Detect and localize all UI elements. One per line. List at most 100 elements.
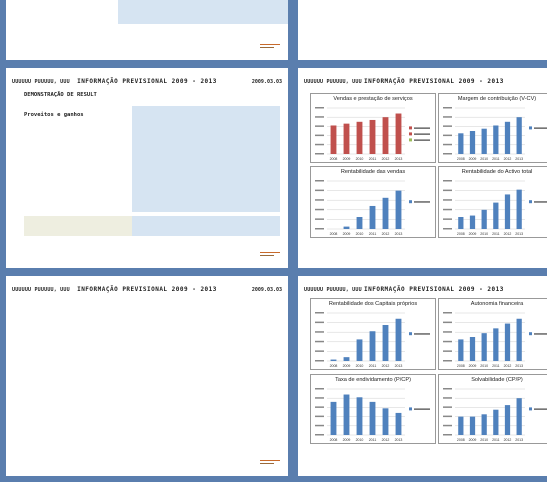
chart-plot: 2008 2009 2010 2011 2012 2013 — [315, 180, 430, 236]
bar — [330, 359, 337, 361]
legend-label — [414, 139, 430, 141]
chart-margem: Margem de contribuição (V-CV) 2008 2009 201… — [438, 93, 547, 163]
legend-swatch — [409, 132, 412, 136]
chart-title: Rentabilidade do Activo total — [461, 169, 533, 175]
bar — [395, 412, 402, 435]
page-thumbnail-1[interactable] — [6, 0, 288, 60]
tick-label — [443, 180, 452, 182]
bar — [330, 401, 337, 435]
category-label: 2012 — [382, 364, 390, 368]
bar — [493, 409, 499, 435]
chart-title: Margem de contribuição (V-CV) — [457, 96, 537, 102]
bar — [395, 113, 402, 154]
page-header: UUUUUU PUUUUU, UUU INFORMAÇÃO PREVISIONA… — [12, 78, 282, 88]
page-title: INFORMAÇÃO PREVISIONAL 2009 - 2013 — [77, 286, 217, 293]
tick-label — [443, 218, 452, 220]
bar — [382, 408, 389, 435]
category-label: 2012 — [504, 364, 512, 368]
category-label: 2010 — [356, 364, 364, 368]
bar — [458, 416, 464, 435]
section-title: DEMONSTRAÇÃO DE RESULT — [24, 92, 97, 98]
page-thumbnail-4[interactable]: UUUUUU PUUUUU, UUU INFORMAÇÃO PREVISIONA… — [298, 68, 547, 268]
bar — [343, 357, 350, 361]
page-thumbnail-5[interactable]: UUUUUU PUUUUU, UUU INFORMAÇÃO PREVISIONA… — [6, 276, 288, 476]
chart-title: Vendas e prestação de serviços — [333, 96, 413, 102]
legend-label — [414, 333, 430, 335]
bar — [469, 416, 476, 435]
category-label: 2013 — [395, 364, 403, 368]
category-label: 2008 — [330, 438, 338, 442]
legend-swatch — [409, 138, 412, 142]
page-date: 2009.03.03 — [251, 79, 282, 85]
bar — [343, 394, 350, 435]
category-label: 2012 — [504, 157, 512, 161]
legend-label — [414, 201, 430, 203]
category-label: 2008 — [457, 438, 465, 442]
summary-table-blue — [132, 216, 280, 236]
category-label: 2010 — [356, 157, 364, 161]
tick-label — [315, 340, 324, 343]
category-label: 2009 — [343, 157, 351, 161]
bar — [481, 128, 487, 154]
page-date: 2009.03.03 — [251, 287, 282, 293]
category-label: 2013 — [515, 157, 523, 161]
tick-label — [443, 434, 452, 436]
tick-label — [443, 312, 452, 314]
category-label: 2009 — [469, 364, 477, 368]
tick-label — [443, 189, 452, 192]
tick-label — [315, 397, 324, 399]
category-label: 2011 — [369, 232, 377, 236]
chart-plot: 2008 2009 2010 2011 2012 2013 — [443, 388, 547, 442]
category-label: 2011 — [369, 364, 377, 368]
tick-label — [315, 434, 324, 436]
category-label: 2013 — [395, 438, 403, 442]
category-label: 2008 — [457, 157, 465, 161]
tick-label — [443, 415, 452, 418]
company-name: UUUUUU PUUUUU, UUU — [12, 287, 70, 293]
category-label: 2012 — [504, 232, 512, 236]
bar — [330, 125, 337, 154]
tick-label — [443, 350, 452, 352]
bar — [356, 339, 363, 361]
page-thumbnail-3[interactable]: UUUUUU PUUUUU, UUU INFORMAÇÃO PREVISIONA… — [6, 68, 288, 268]
chart-title: Autonomia financeira — [470, 301, 524, 307]
page-title: INFORMAÇÃO PREVISIONAL 2009 - 2013 — [77, 78, 217, 85]
company-name: UUUUUU PUUUUU, UUU — [304, 79, 362, 85]
chart-solvabilidade: Solvabilidade (CP/P) 2008 2009 2010 2011 2012… — [438, 374, 547, 444]
tick-label — [315, 107, 324, 109]
bar — [516, 398, 522, 435]
tick-label — [443, 107, 452, 109]
legend-label — [414, 408, 430, 410]
category-label: 2011 — [492, 157, 500, 161]
legend-swatch — [529, 407, 532, 411]
tick-label — [443, 406, 452, 408]
category-label: 2009 — [469, 157, 477, 161]
bar — [395, 318, 402, 361]
category-label: 2010 — [356, 438, 364, 442]
tick-label — [315, 360, 324, 362]
bar — [458, 133, 464, 154]
bar — [458, 217, 464, 229]
legend-swatch — [529, 200, 532, 204]
chart-endividamento: Taxa de endividamento (P/CP) 2008 2009 2010… — [310, 374, 436, 444]
bar — [469, 215, 476, 229]
category-label: 2013 — [515, 232, 523, 236]
page-thumbnail-6[interactable]: UUUUUU PUUUUU, UUU INFORMAÇÃO PREVISIONA… — [298, 276, 547, 476]
tick-label — [315, 415, 324, 418]
page-thumbnail-2[interactable] — [298, 0, 547, 60]
signature-mark — [260, 460, 280, 466]
chart-title: Solvabilidade (CP/P) — [471, 377, 523, 383]
bar — [469, 131, 476, 154]
category-label: 2011 — [369, 438, 377, 442]
page-header: UUUUUU PUUUUU, UUU INFORMAÇÃO PREVISIONA… — [304, 78, 541, 88]
category-label: 2008 — [457, 364, 465, 368]
category-label: 2012 — [382, 157, 390, 161]
category-label: 2008 — [330, 364, 338, 368]
chart-title: Rentabilidade das vendas — [340, 169, 406, 175]
category-label: 2012 — [382, 232, 390, 236]
tick-label — [443, 116, 452, 118]
bar — [343, 226, 350, 229]
tick-label — [315, 189, 324, 192]
category-label: 2008 — [330, 157, 338, 161]
bar — [382, 117, 389, 154]
